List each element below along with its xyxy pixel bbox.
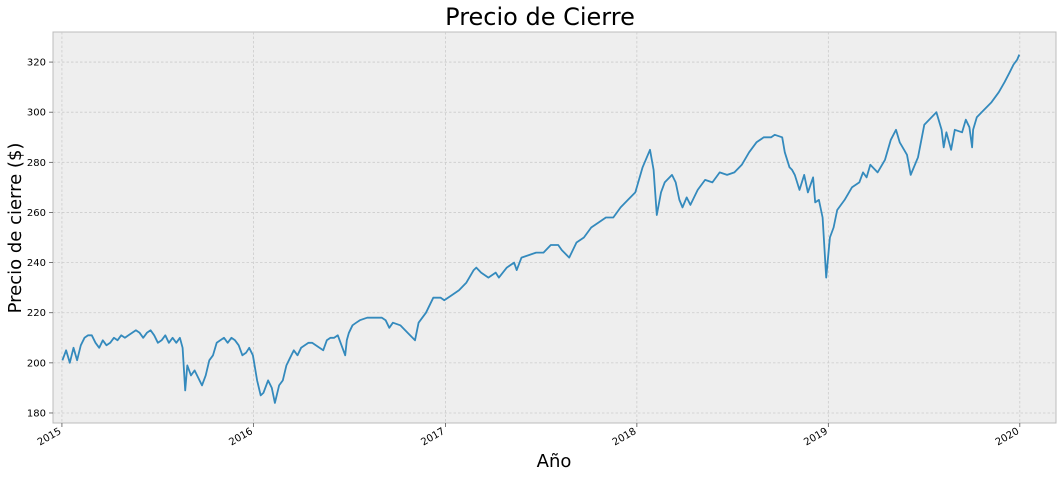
x-axis-label: Año: [537, 451, 572, 472]
y-tick-label: 280: [27, 158, 46, 169]
y-tick-label: 180: [27, 408, 46, 419]
chart-title: Precio de Cierre: [445, 3, 635, 31]
x-tick-label: 2016: [227, 426, 255, 448]
y-axis-label: Precio de cierre ($): [5, 143, 26, 314]
x-tick-label: 2017: [419, 426, 447, 448]
x-tick-label: 2015: [36, 426, 64, 448]
x-tick-label: 2018: [611, 426, 639, 448]
plot-area: [52, 31, 1057, 424]
y-tick-label: 220: [27, 308, 46, 319]
y-tick-label: 260: [27, 208, 46, 219]
x-tick-label: 2019: [802, 426, 830, 448]
x-axis: 2015 2016 2017 2018 2019 2020: [36, 423, 1021, 448]
grid-lines: [53, 32, 1056, 423]
y-tick-label: 200: [27, 358, 46, 369]
price-line: [61, 54, 1021, 404]
y-tick-label: 240: [27, 258, 46, 269]
x-tick-label: 2020: [994, 426, 1022, 448]
y-tick-label: 300: [27, 108, 46, 119]
y-axis: 180 200 220 240 260 280 300 320: [27, 58, 53, 419]
y-tick-label: 320: [27, 58, 46, 69]
